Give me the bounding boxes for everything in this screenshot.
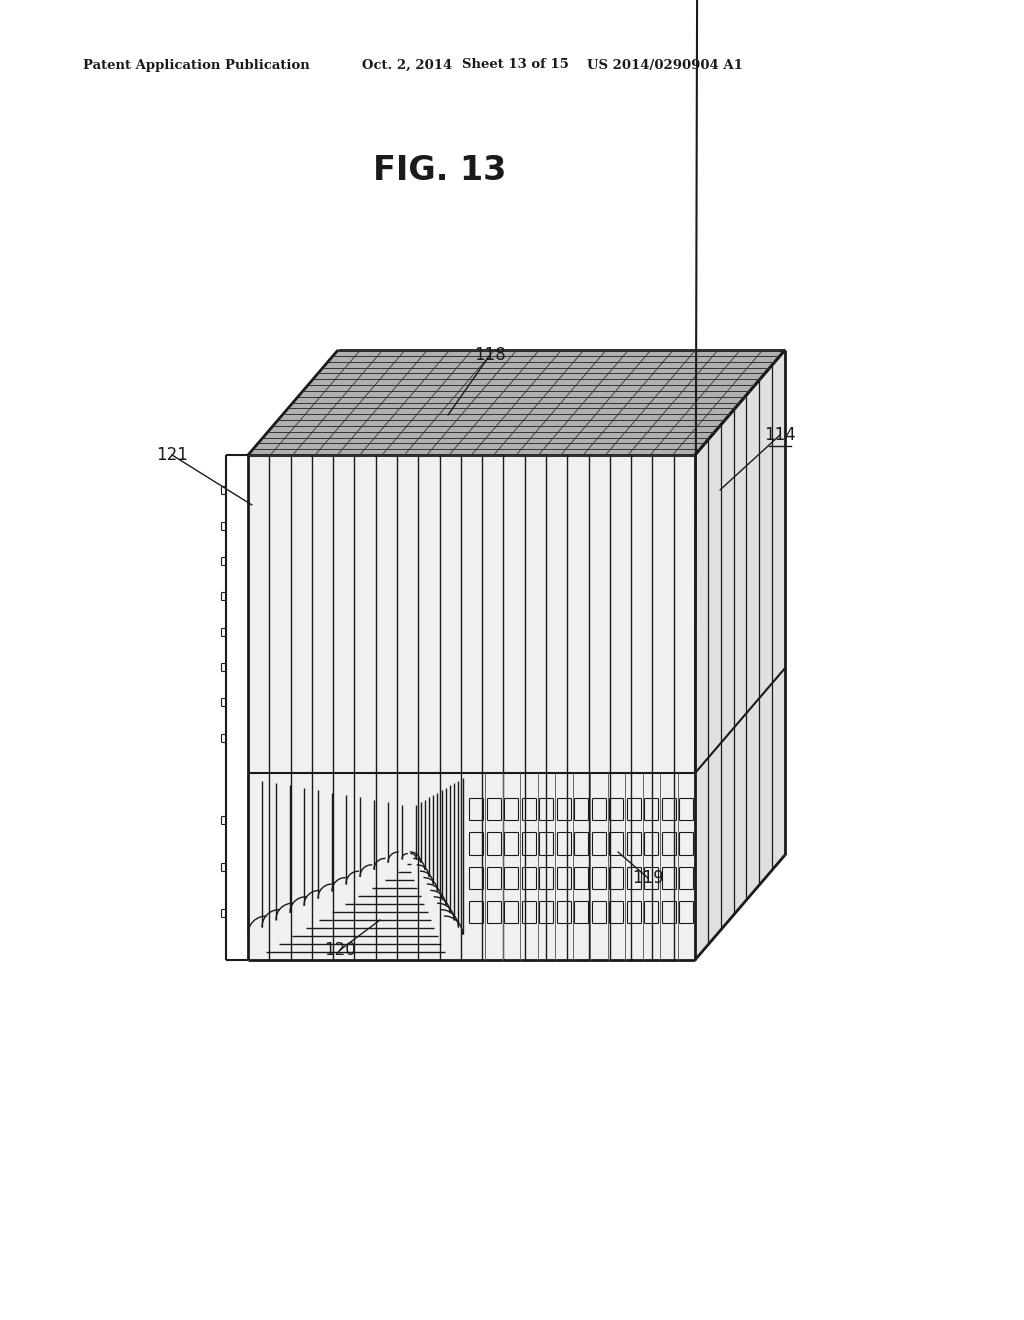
Text: Patent Application Publication: Patent Application Publication <box>83 58 309 71</box>
Text: Oct. 2, 2014: Oct. 2, 2014 <box>362 58 453 71</box>
Text: 114: 114 <box>764 426 796 444</box>
Text: US 2014/0290904 A1: US 2014/0290904 A1 <box>587 58 742 71</box>
Text: 121: 121 <box>156 446 188 465</box>
Text: 120: 120 <box>325 941 356 960</box>
Text: Sheet 13 of 15: Sheet 13 of 15 <box>462 58 569 71</box>
Text: FIG. 13: FIG. 13 <box>374 153 507 186</box>
Text: 118: 118 <box>474 346 506 364</box>
Text: 119: 119 <box>632 869 664 887</box>
Polygon shape <box>248 350 785 455</box>
Polygon shape <box>248 455 695 960</box>
Polygon shape <box>695 350 785 960</box>
